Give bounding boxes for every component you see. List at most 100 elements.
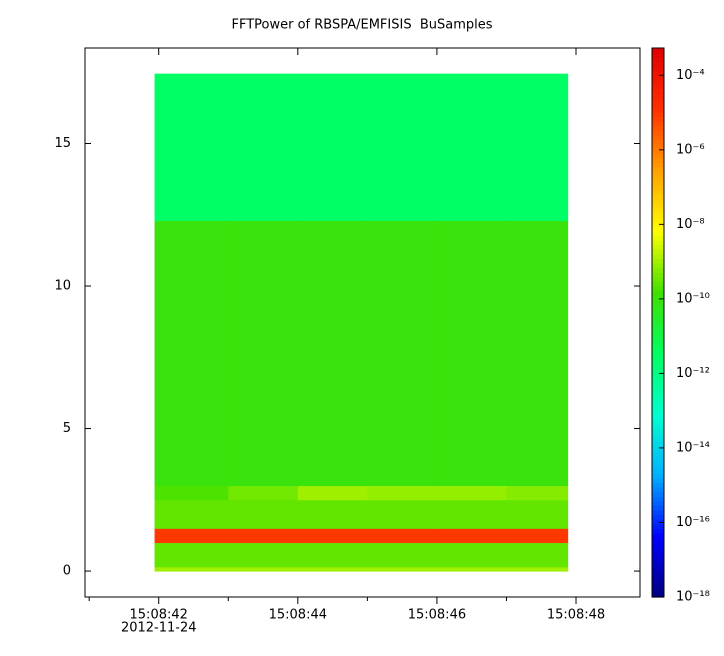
colorbar-step — [652, 368, 664, 374]
colorbar-step — [652, 546, 664, 552]
colorbar-step — [652, 537, 664, 543]
colorbar-step — [652, 281, 664, 287]
colorbar-step — [652, 505, 664, 511]
colorbar-step — [652, 450, 664, 456]
colorbar-step — [652, 313, 664, 319]
heat-cell — [154, 542, 229, 568]
heat-cell — [436, 566, 507, 572]
colorbar-step — [652, 317, 664, 324]
colorbar-step — [652, 564, 664, 571]
heat-cell — [228, 485, 299, 501]
y-tick-label: 0 — [63, 564, 71, 579]
chart-title: FFTPower of RBSPA/EMFISIS BuSamples — [231, 18, 492, 33]
heat-cell — [228, 73, 299, 221]
colorbar-step — [652, 112, 664, 118]
colorbar-step — [652, 592, 664, 598]
colorbar-tick-label: 10⁻¹⁰ — [676, 291, 710, 306]
heat-cell — [154, 485, 229, 501]
y-tick-label: 5 — [63, 421, 71, 436]
colorbar-step — [652, 441, 664, 447]
heat-cell — [154, 73, 229, 221]
colorbar-step — [652, 285, 664, 292]
heat-cell — [154, 220, 229, 487]
colorbar-step — [652, 70, 664, 77]
heat-cell — [436, 485, 507, 501]
colorbar-step — [652, 464, 664, 470]
colorbar-step — [652, 148, 664, 154]
colorbar-step — [652, 418, 664, 424]
heat-cell — [367, 220, 438, 487]
heat-cell — [154, 566, 229, 572]
heat-cell — [297, 485, 368, 501]
colorbar-step — [652, 560, 664, 566]
y-tick-label: 10 — [54, 279, 71, 294]
colorbar-step — [652, 102, 664, 109]
colorbar-step — [652, 455, 664, 461]
heat-cell — [506, 566, 569, 572]
heat-cell — [297, 566, 368, 572]
heat-cell — [436, 73, 507, 221]
colorbar-step — [652, 231, 664, 237]
colorbar-step — [652, 180, 664, 186]
colorbar-step — [652, 189, 664, 195]
colorbar-step — [652, 500, 664, 507]
colorbar-step — [652, 532, 664, 539]
colorbar-step — [652, 377, 664, 383]
colorbar-step — [652, 57, 664, 63]
colorbar-step — [652, 258, 664, 264]
colorbar-tick-label: 10⁻¹² — [676, 366, 710, 381]
x-tick-label: 15:08:48 — [547, 608, 605, 623]
colorbar-step — [652, 578, 664, 584]
x-tick-label: 15:08:46 — [408, 608, 466, 623]
colorbar-step — [652, 198, 664, 205]
heat-cell — [436, 220, 507, 487]
colorbar-step — [652, 510, 664, 516]
colorbar-step — [652, 363, 664, 369]
colorbar-step — [652, 340, 664, 346]
heat-cell — [297, 499, 368, 529]
x-tick-label: 15:08:42 — [130, 608, 188, 623]
heat-cell — [297, 542, 368, 568]
colorbar-step — [652, 139, 664, 145]
heat-cell — [506, 485, 569, 501]
colorbar-step — [652, 551, 664, 557]
colorbar-step — [652, 555, 664, 561]
colorbar-step — [652, 93, 664, 99]
colorbar-step — [652, 203, 664, 209]
colorbar-step — [652, 263, 664, 269]
colorbar-step — [652, 322, 664, 328]
colorbar-step — [652, 80, 664, 86]
colorbar-step — [652, 66, 664, 72]
colorbar-step — [652, 542, 664, 548]
colorbar-step — [652, 235, 664, 241]
colorbar-step — [652, 528, 664, 534]
colorbar-tick-label: 10⁻¹⁸ — [676, 590, 710, 605]
colorbar-step — [652, 523, 664, 529]
colorbar-step — [652, 185, 664, 191]
colorbar-step — [652, 208, 664, 214]
colorbar-step — [652, 446, 664, 452]
colorbar-step — [652, 583, 664, 589]
colorbar-step — [652, 253, 664, 260]
colorbar-step — [652, 89, 664, 95]
colorbar-step — [652, 166, 664, 173]
heat-cell — [297, 73, 368, 221]
heat-cell — [436, 528, 507, 544]
colorbar-step — [652, 157, 664, 163]
heat-cell — [154, 499, 229, 529]
colorbar-step — [652, 176, 664, 182]
colorbar-step — [652, 249, 664, 255]
x-tick-label: 15:08:44 — [269, 608, 327, 623]
colorbar-step — [652, 130, 664, 136]
colorbar-tick-label: 10⁻⁸ — [676, 217, 705, 232]
heat-cell — [436, 542, 507, 568]
heat-cell — [228, 528, 299, 544]
colorbar-step — [652, 482, 664, 488]
heat-cell — [228, 542, 299, 568]
colorbar-step — [652, 272, 664, 278]
heat-cell — [154, 528, 229, 544]
heat-cell — [506, 220, 569, 487]
colorbar-step — [652, 98, 664, 104]
colorbar-step — [652, 427, 664, 433]
